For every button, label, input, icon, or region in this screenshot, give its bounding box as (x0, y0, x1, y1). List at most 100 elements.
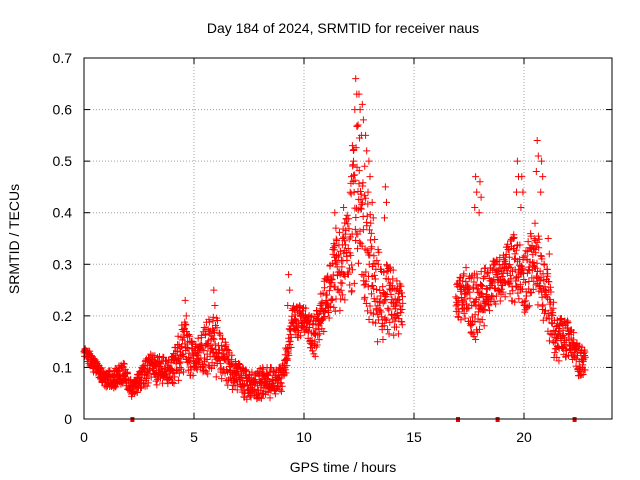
data-point (171, 373, 179, 381)
data-point (282, 369, 290, 377)
data-point (540, 261, 548, 269)
data-point (563, 347, 571, 355)
x-tick-label: 10 (296, 429, 312, 445)
data-point (210, 286, 218, 294)
data-point (321, 313, 329, 321)
data-point (179, 368, 187, 376)
data-point (352, 144, 360, 152)
data-point (143, 372, 151, 380)
data-point (321, 284, 329, 292)
data-point (374, 302, 382, 310)
data-point (144, 379, 152, 387)
data-point (286, 337, 294, 345)
data-point (364, 188, 372, 196)
data-point (539, 301, 547, 309)
data-point (512, 246, 520, 254)
data-point (267, 364, 275, 372)
data-point (513, 188, 521, 196)
data-point (386, 318, 394, 326)
data-point (207, 345, 215, 353)
data-point (579, 370, 587, 378)
data-point (509, 287, 517, 295)
data-point (339, 291, 347, 299)
data-point (557, 315, 565, 323)
data-point (453, 300, 461, 308)
data-point (363, 222, 371, 230)
data-point (363, 212, 371, 220)
data-point (325, 314, 333, 322)
data-point (477, 281, 485, 289)
data-point (345, 215, 353, 223)
data-point (286, 340, 294, 348)
data-point (330, 240, 338, 248)
data-point (480, 322, 488, 330)
data-point (168, 379, 176, 387)
data-point (522, 297, 530, 305)
data-point (348, 142, 356, 150)
data-point (506, 271, 514, 279)
data-point (524, 303, 532, 311)
data-point (364, 200, 372, 208)
data-point (535, 244, 543, 252)
data-point (544, 310, 552, 318)
data-point (506, 279, 514, 287)
data-point (390, 331, 398, 339)
data-point (513, 282, 521, 290)
data-point (466, 288, 474, 296)
data-point (259, 365, 267, 373)
data-point (555, 357, 563, 365)
x-tick-label: 15 (406, 429, 422, 445)
data-point (180, 327, 188, 335)
data-point (352, 214, 360, 222)
data-point (221, 355, 229, 363)
data-point (532, 249, 540, 257)
data-point (210, 335, 218, 343)
data-point (513, 157, 521, 165)
data-point (182, 312, 190, 320)
data-point (532, 281, 540, 289)
data-point (519, 253, 527, 261)
data-point (181, 320, 189, 328)
data-point (385, 306, 393, 314)
data-point (531, 263, 539, 271)
data-point (366, 302, 374, 310)
data-point (264, 372, 272, 380)
data-point (564, 318, 572, 326)
data-point (387, 290, 395, 298)
data-point (287, 333, 295, 341)
data-point (331, 209, 339, 217)
x-tick-label: 5 (190, 429, 198, 445)
data-point (470, 333, 478, 341)
data-point (457, 316, 465, 324)
data-point (205, 318, 213, 326)
data-point (462, 264, 470, 272)
data-point (211, 302, 219, 310)
data-point (178, 351, 186, 359)
data-point (397, 282, 405, 290)
data-point (389, 275, 397, 283)
data-point (545, 250, 553, 258)
data-point (499, 288, 507, 296)
data-point (324, 272, 332, 280)
data-point (384, 326, 392, 334)
data-point (279, 360, 287, 368)
data-point (344, 245, 352, 253)
data-point (274, 375, 282, 383)
data-point (566, 327, 574, 335)
data-point (391, 317, 399, 325)
data-point (329, 250, 337, 258)
data-point (168, 365, 176, 373)
data-point (283, 356, 291, 364)
data-point (200, 324, 208, 332)
data-point (276, 379, 284, 387)
data-point (277, 379, 285, 387)
data-point (545, 337, 553, 345)
data-point (118, 364, 126, 372)
data-point (243, 395, 251, 403)
data-point (213, 316, 221, 324)
data-point (346, 233, 354, 241)
data-point (359, 116, 367, 124)
data-point (164, 380, 172, 388)
data-point (209, 334, 217, 342)
x-tick-label: 0 (80, 429, 88, 445)
